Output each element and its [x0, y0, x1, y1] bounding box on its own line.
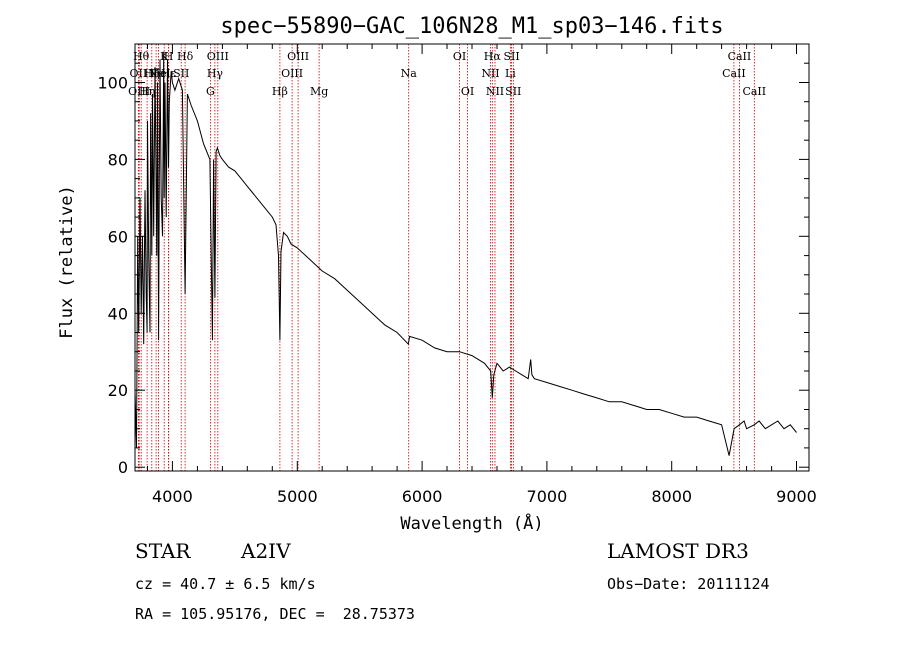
line-label-27: SII: [505, 85, 521, 98]
line-label-1: OII: [130, 67, 148, 80]
line-label-23: Hα: [484, 50, 502, 63]
line-label-7: K: [160, 50, 169, 63]
x-axis-label: Wavelength (Å): [400, 512, 543, 534]
spectrum-line: [134, 51, 797, 456]
line-label-8: H: [164, 50, 174, 63]
plot-frame: [134, 43, 810, 472]
x-tick-label: 5000: [277, 487, 318, 506]
line-label-30: CaII: [742, 85, 766, 98]
object-type: STAR: [135, 539, 191, 563]
y-axis-label: Flux (relative): [57, 185, 77, 339]
line-label-4: Hζ: [144, 67, 160, 80]
line-label-28: CaII: [722, 67, 746, 80]
line-label-25: Li: [505, 67, 516, 80]
x-axis-ticks: 4000 5000 6000 7000 8000 9000: [147, 44, 817, 506]
line-label-21: OI: [461, 85, 474, 98]
x-tick-label: 9000: [776, 487, 817, 506]
line-label-22: NII: [481, 67, 499, 80]
y-tick-label: 0: [118, 458, 128, 477]
redshift-value: cz = 40.7 ± 6.5 km/s: [135, 575, 316, 593]
line-label-20: OI: [453, 50, 466, 63]
observation-date: Obs−Date: 20111124: [607, 575, 770, 593]
line-label-10: Hδ: [177, 50, 194, 63]
line-label-2: OIII: [128, 85, 150, 98]
line-label-24: NII: [486, 85, 504, 98]
x-tick-label: 6000: [402, 487, 443, 506]
line-label-9: Hε: [161, 67, 177, 80]
y-axis-ticks: 0 20 40 60 80 100: [97, 62, 809, 477]
line-label-17: OIII: [287, 50, 309, 63]
object-subclass: A2IV: [241, 539, 291, 563]
line-label-14: OIII: [207, 50, 229, 63]
y-tick-label: 20: [108, 381, 128, 400]
coordinates: RA = 105.95176, DEC = 28.75373: [135, 605, 415, 623]
line-label-29: CaII: [728, 50, 752, 63]
survey-name: LAMOST DR3: [607, 539, 749, 563]
y-tick-label: 40: [108, 304, 128, 323]
y-tick-label: 100: [97, 74, 128, 93]
line-label-19: Na: [401, 67, 418, 80]
line-label-13: Hγ: [207, 67, 224, 80]
line-label-12: G: [206, 85, 215, 98]
spectral-line-labels: HθOIIOIIIHηHζNeHeKHHεHδSIIGHγOIIIHβOIIIO…: [128, 50, 766, 98]
y-tick-label: 80: [108, 150, 128, 169]
x-tick-label: 7000: [527, 487, 568, 506]
line-label-26: SII: [503, 50, 519, 63]
chart-title: spec−55890−GAC_106N28_M1_sp03−146.fits: [220, 14, 723, 39]
line-label-0: Hθ: [133, 50, 150, 63]
spectral-line-markers: [137, 44, 755, 471]
line-label-11: SII: [173, 67, 189, 80]
line-label-16: OIII: [281, 67, 303, 80]
y-tick-label: 60: [108, 227, 128, 246]
line-label-18: Mg: [310, 85, 328, 98]
x-tick-label: 8000: [651, 487, 692, 506]
line-label-3: Hη: [139, 85, 155, 98]
x-tick-label: 4000: [152, 487, 193, 506]
line-label-15: Hβ: [272, 85, 288, 98]
